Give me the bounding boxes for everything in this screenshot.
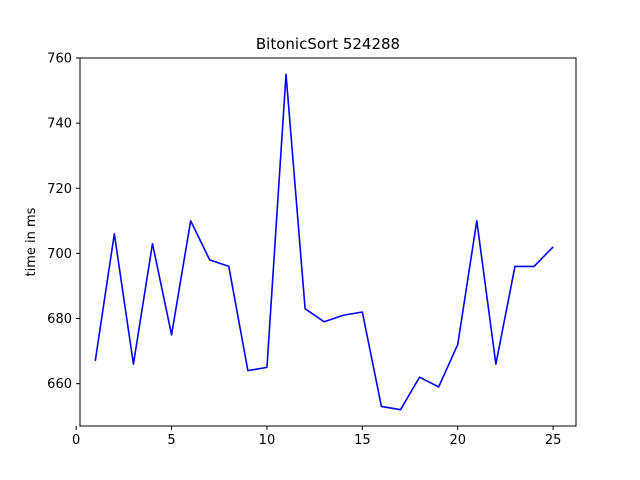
x-tick-label: 5 xyxy=(167,433,175,448)
x-tick-label: 20 xyxy=(449,433,466,448)
y-tick-label: 660 xyxy=(47,377,72,392)
x-tick-label: 15 xyxy=(354,433,371,448)
x-tick-label: 10 xyxy=(259,433,276,448)
x-tick-label: 0 xyxy=(72,433,80,448)
y-tick-label: 720 xyxy=(47,182,72,197)
y-axis-label: time in ms xyxy=(24,207,39,276)
y-tick-label: 740 xyxy=(47,117,72,132)
x-tick-label: 25 xyxy=(545,433,562,448)
chart-title: BitonicSort 524288 xyxy=(256,35,400,53)
series-line-0 xyxy=(94,73,554,411)
plot-area: 0 5 10 15 20 25 660 680 700 720 740 760 xyxy=(47,52,577,448)
axes-frame xyxy=(79,57,577,427)
y-tick-label: 760 xyxy=(47,52,72,67)
y-tick-label: 700 xyxy=(47,247,72,262)
y-tick-label: 680 xyxy=(47,312,72,327)
